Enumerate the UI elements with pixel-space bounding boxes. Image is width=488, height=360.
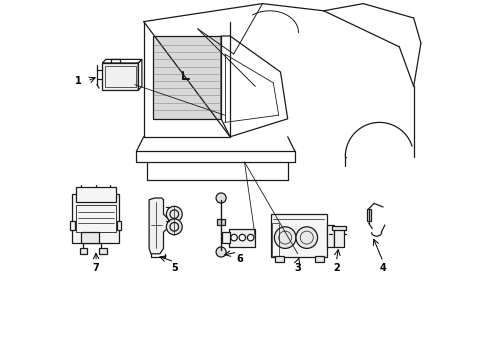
Bar: [271, 214, 326, 257]
Bar: [216, 219, 225, 225]
Bar: [102, 63, 138, 90]
Circle shape: [295, 227, 317, 248]
Bar: [76, 187, 115, 202]
Circle shape: [166, 219, 182, 235]
Bar: [104, 66, 136, 87]
Bar: [272, 223, 279, 256]
Bar: [366, 209, 370, 221]
Circle shape: [166, 206, 182, 222]
Bar: [314, 256, 323, 262]
Circle shape: [216, 247, 225, 257]
Text: 2: 2: [332, 263, 339, 273]
Bar: [333, 229, 343, 247]
Bar: [222, 232, 230, 243]
Bar: [81, 232, 99, 243]
Polygon shape: [152, 36, 221, 119]
Text: 4: 4: [379, 263, 386, 273]
Bar: [326, 225, 333, 247]
Bar: [72, 194, 119, 243]
Text: 1: 1: [75, 76, 81, 86]
Bar: [76, 205, 115, 232]
Bar: [331, 226, 345, 230]
Text: 7: 7: [93, 263, 100, 273]
Circle shape: [274, 227, 295, 248]
Circle shape: [247, 234, 253, 241]
Bar: [99, 248, 106, 254]
Bar: [229, 229, 255, 247]
Polygon shape: [149, 198, 168, 254]
Text: 6: 6: [236, 254, 243, 264]
Circle shape: [230, 234, 237, 241]
Circle shape: [216, 193, 225, 203]
Bar: [80, 248, 87, 254]
Bar: [81, 232, 99, 243]
Bar: [69, 221, 75, 230]
Bar: [117, 221, 121, 230]
Text: 3: 3: [294, 263, 301, 273]
Circle shape: [239, 234, 245, 241]
Text: 5: 5: [171, 263, 177, 273]
Bar: [275, 256, 284, 262]
